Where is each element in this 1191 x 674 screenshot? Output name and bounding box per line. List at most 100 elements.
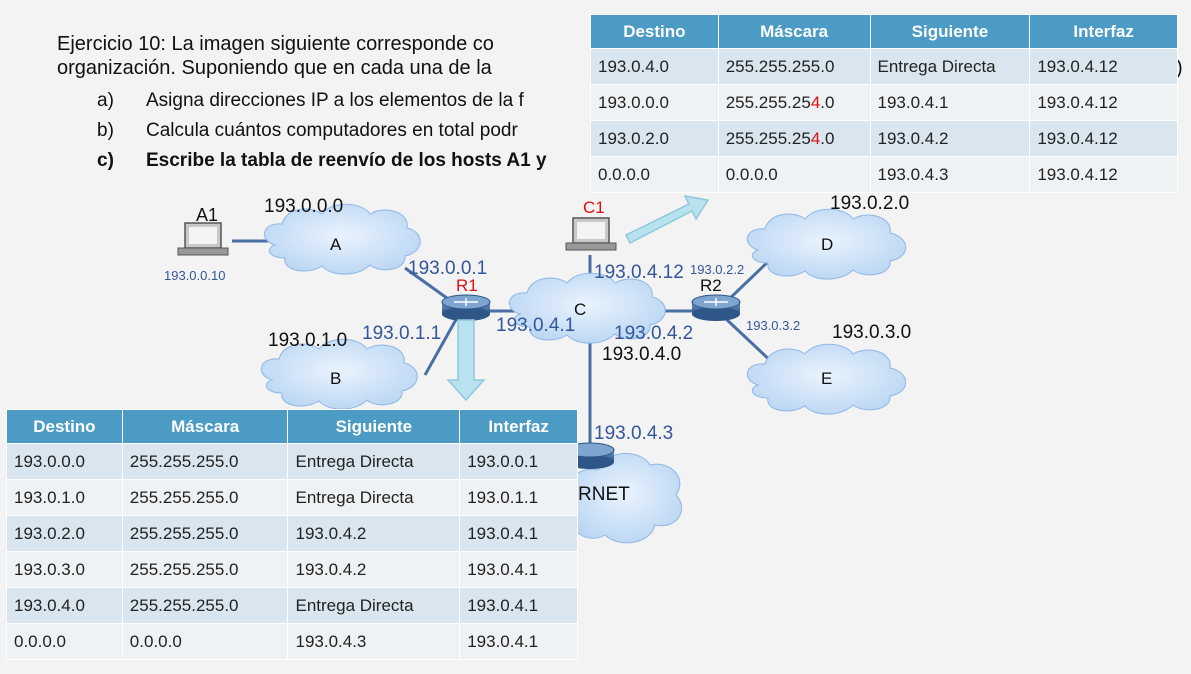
table-row: 193.0.2.0 255.255.255.0 193.0.4.2 193.0.… xyxy=(6,515,578,552)
c1-ip-label: 193.0.4.12 xyxy=(594,262,684,283)
table-row: 193.0.3.0 255.255.255.0 193.0.4.2 193.0.… xyxy=(6,551,578,588)
arrow-down-icon xyxy=(446,319,486,402)
cell-interfaz: 193.0.4.12 xyxy=(1029,156,1178,193)
cell-destino: 193.0.3.0 xyxy=(6,551,123,588)
router-internet-ip: 193.0.4.3 xyxy=(594,423,674,444)
host-a1-label: A1 xyxy=(196,205,219,225)
table-row: 193.0.4.0 255.255.255.0 Entrega Directa … xyxy=(6,587,578,624)
col-interfaz: Interfaz xyxy=(459,409,578,444)
network-e-address: 193.0.3.0 xyxy=(832,322,912,343)
exercise-trailing-paren: ) xyxy=(1176,57,1183,79)
exercise-line-2: organización. Suponiendo que en cada una… xyxy=(57,57,492,79)
cell-mascara: 255.255.255.0 xyxy=(717,48,871,85)
cell-interfaz: 193.0.4.12 xyxy=(1029,84,1178,121)
table-row: 193.0.2.0 255.255.254.0 193.0.4.2 193.0.… xyxy=(590,120,1178,157)
cell-siguiente: Entrega Directa xyxy=(287,443,461,480)
table-row: 193.0.1.0 255.255.255.0 Entrega Directa … xyxy=(6,479,578,516)
cell-mascara: 255.255.255.0 xyxy=(121,587,289,624)
mask-highlight-digit: 4 xyxy=(810,92,821,112)
exercise-line-1: Ejercicio 10: La imagen siguiente corres… xyxy=(57,33,494,55)
col-siguiente: Siguiente xyxy=(287,409,461,444)
r2-ip-e: 193.0.3.2 xyxy=(746,318,801,333)
cell-siguiente: 193.0.4.2 xyxy=(287,515,461,552)
cell-mascara: 255.255.255.0 xyxy=(121,479,289,516)
r1-ip-a: 193.0.0.1 xyxy=(408,258,488,279)
cell-interfaz: 193.0.4.1 xyxy=(459,551,578,588)
r1-ip-b: 193.0.1.1 xyxy=(362,323,442,344)
cell-interfaz: 193.0.4.1 xyxy=(459,587,578,624)
col-mascara: Máscara xyxy=(717,14,871,49)
cloud-b xyxy=(260,338,418,410)
table-row: 193.0.0.0 255.255.255.0 Entrega Directa … xyxy=(6,443,578,480)
cell-siguiente: 193.0.4.1 xyxy=(869,84,1031,121)
cell-interfaz: 193.0.4.12 xyxy=(1029,120,1178,157)
network-a-address: 193.0.0.0 xyxy=(264,196,344,217)
cloud-c xyxy=(508,272,666,344)
cell-siguiente: Entrega Directa xyxy=(869,48,1031,85)
cell-destino: 193.0.1.0 xyxy=(6,479,123,516)
network-b-label: B xyxy=(330,369,342,388)
col-mascara: Máscara xyxy=(121,409,289,444)
cell-mascara: 255.255.254.0 xyxy=(717,84,871,121)
network-e-label: E xyxy=(821,369,833,388)
cell-siguiente: 193.0.4.2 xyxy=(287,551,461,588)
router-r1-icon xyxy=(441,294,491,321)
cell-interfaz: 193.0.4.1 xyxy=(459,623,578,660)
network-c-label: C xyxy=(574,300,587,319)
forwarding-table-c1: Destino Máscara Siguiente Interfaz 193.0… xyxy=(590,14,1178,193)
internet-label: RNET xyxy=(578,484,630,505)
network-c-address: 193.0.4.0 xyxy=(602,344,682,365)
table-header: Destino Máscara Siguiente Interfaz xyxy=(6,409,578,444)
col-interfaz: Interfaz xyxy=(1029,14,1178,49)
cell-mascara: 255.255.254.0 xyxy=(717,120,871,157)
cell-mascara: 0.0.0.0 xyxy=(717,156,871,193)
cell-destino: 193.0.4.0 xyxy=(6,587,123,624)
r2-ip-d: 193.0.2.2 xyxy=(690,262,745,277)
cell-interfaz: 193.0.4.1 xyxy=(459,515,578,552)
cell-mascara: 0.0.0.0 xyxy=(121,623,289,660)
host-a1-computer-icon xyxy=(177,222,229,256)
cell-destino: 193.0.4.0 xyxy=(590,48,719,85)
cell-mascara: 255.255.255.0 xyxy=(121,443,289,480)
cell-siguiente: 193.0.4.3 xyxy=(287,623,461,660)
table-header: Destino Máscara Siguiente Interfaz xyxy=(590,14,1178,49)
cell-interfaz: 193.0.1.1 xyxy=(459,479,578,516)
network-b-address: 193.0.1.0 xyxy=(268,330,348,351)
cloud-a xyxy=(263,203,421,275)
cell-siguiente: 193.0.4.3 xyxy=(869,156,1031,193)
col-destino: Destino xyxy=(6,409,123,444)
cell-interfaz: 193.0.0.1 xyxy=(459,443,578,480)
host-a1-ip-label: 193.0.0.10 xyxy=(164,268,226,283)
network-d-label: D xyxy=(821,235,834,254)
table-row: 193.0.4.0 255.255.255.0 Entrega Directa … xyxy=(590,48,1178,85)
exercise-item-b-letter: b) xyxy=(97,120,114,141)
exercise-item-c-letter: c) xyxy=(97,150,114,171)
cell-siguiente: Entrega Directa xyxy=(287,587,461,624)
r2-ip-c: 193.0.4.2 xyxy=(614,323,694,344)
cell-destino: 0.0.0.0 xyxy=(590,156,719,193)
col-destino: Destino xyxy=(590,14,719,49)
exercise-item-c-text: Escribe la tabla de reenvío de los hosts… xyxy=(146,150,547,171)
forwarding-table-r1: Destino Máscara Siguiente Interfaz 193.0… xyxy=(6,409,578,660)
cell-mascara: 255.255.255.0 xyxy=(121,515,289,552)
mask-highlight-digit: 4 xyxy=(810,128,821,148)
col-siguiente: Siguiente xyxy=(869,14,1031,49)
exercise-item-a-letter: a) xyxy=(97,90,114,111)
link-r2-e xyxy=(723,316,777,367)
router-internet-icon xyxy=(565,442,615,469)
cell-destino: 193.0.0.0 xyxy=(590,84,719,121)
cloud-e xyxy=(746,343,907,415)
router-r2-icon xyxy=(691,294,741,321)
router-r2-label: R2 xyxy=(700,276,722,295)
table-row: 0.0.0.0 0.0.0.0 193.0.4.3 193.0.4.12 xyxy=(590,156,1178,193)
table-row: 0.0.0.0 0.0.0.0 193.0.4.3 193.0.4.1 xyxy=(6,623,578,660)
cloud-internet xyxy=(568,453,682,544)
cell-destino: 193.0.2.0 xyxy=(6,515,123,552)
exercise-item-a-text: Asigna direcciones IP a los elementos de… xyxy=(146,90,524,111)
network-d-address: 193.0.2.0 xyxy=(830,193,910,214)
arrow-up-right-icon xyxy=(624,195,710,245)
cell-destino: 193.0.2.0 xyxy=(590,120,719,157)
host-c1-computer-icon xyxy=(565,217,617,251)
cell-interfaz: 193.0.4.12 xyxy=(1029,48,1178,85)
